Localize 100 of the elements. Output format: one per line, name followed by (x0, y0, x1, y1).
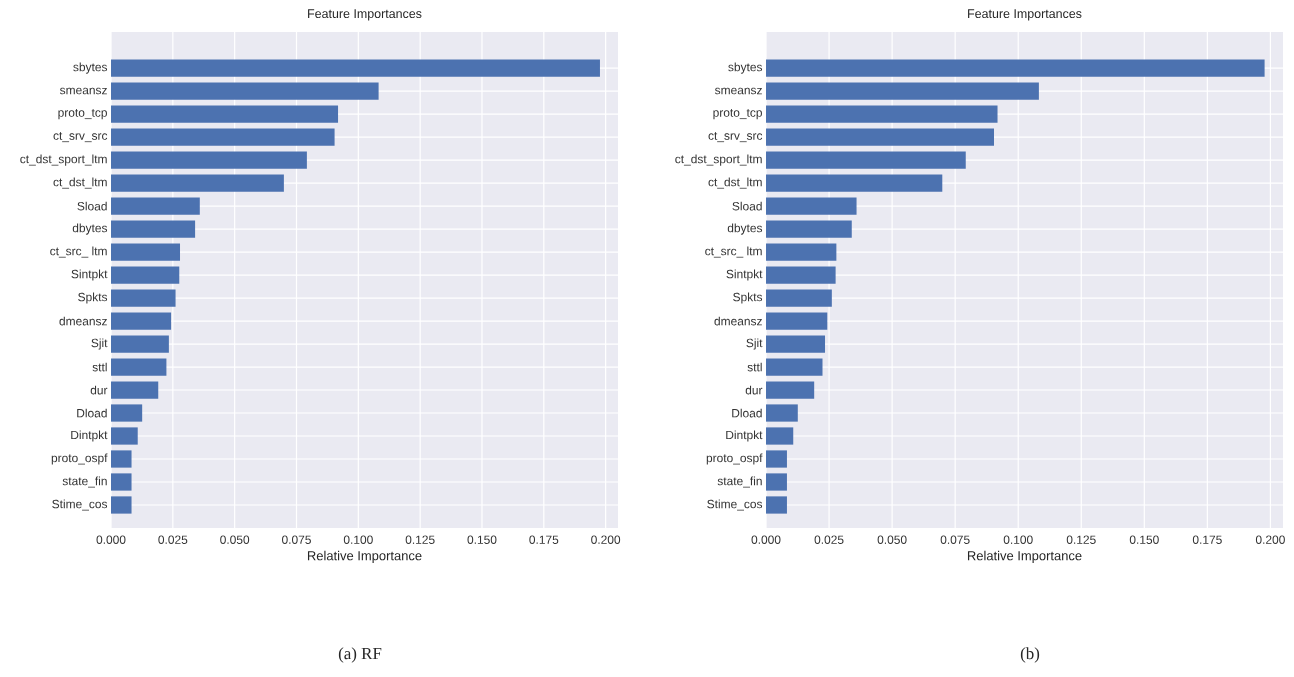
bar (766, 312, 828, 330)
bar (111, 82, 379, 100)
bar (111, 128, 335, 146)
x-tick-label: 0.150 (467, 535, 497, 544)
bar (111, 381, 159, 399)
bar (111, 105, 339, 123)
y-tick-label: Stime_cos (707, 499, 763, 511)
x-tick-label: 0.175 (1192, 535, 1222, 544)
y-tick-label: Dload (77, 408, 107, 418)
y-tick-label: sbytes (73, 62, 108, 74)
bar (111, 427, 138, 445)
bar (766, 358, 823, 376)
x-tick-label: 0.125 (405, 535, 435, 544)
bar (766, 381, 815, 399)
y-tick-label: sbytes (728, 62, 763, 74)
y-tick-label: dur (745, 385, 763, 395)
y-tick-label: Dintpkt (71, 430, 108, 442)
y-tick-label: Sload (732, 201, 762, 211)
y-tick-label: ct_src_ ltm (50, 246, 107, 258)
x-tick-label: 0.000 (751, 535, 781, 544)
y-tick-label: proto_ospf (51, 453, 108, 465)
bar (766, 174, 943, 192)
chart-title: Feature Importances (968, 9, 1082, 21)
bar (766, 473, 787, 491)
bar (111, 151, 307, 169)
x-tick-label: 0.050 (877, 535, 907, 544)
x-tick-label: 0.100 (343, 535, 373, 544)
bar (766, 128, 994, 146)
y-tick-label: dur (90, 385, 108, 395)
bar (111, 243, 181, 261)
y-tick-label: state_fin (62, 476, 107, 488)
y-tick-label: dbytes (727, 223, 763, 235)
x-axis-title: Relative Importance (967, 550, 1082, 563)
bar (111, 473, 132, 491)
y-tick-label: Dload (732, 408, 762, 418)
y-tick-label: ct_dst_ltm (708, 177, 762, 189)
bar (766, 105, 998, 123)
x-tick-label: 0.075 (282, 535, 311, 544)
y-tick-label: smeansz (59, 87, 107, 95)
y-tick-label: Sintpkt (71, 269, 108, 281)
bar (766, 289, 832, 307)
bar (766, 220, 852, 238)
y-tick-label: dbytes (72, 223, 108, 235)
bar (766, 450, 787, 468)
y-tick-label: proto_tcp (58, 108, 107, 120)
x-tick-label: 0.025 (814, 535, 844, 544)
y-tick-label: Sjit (746, 338, 763, 350)
x-tick-label: 0.025 (158, 535, 188, 544)
y-tick-label: Sjit (91, 338, 108, 350)
y-tick-label: ct_src_ ltm (705, 246, 762, 258)
x-tick-label: 0.200 (1255, 535, 1285, 544)
y-tick-label: Stime_cos (52, 499, 108, 511)
bar (111, 312, 172, 330)
bar (766, 59, 1265, 77)
bar (111, 404, 143, 422)
y-tick-label: Spkts (78, 292, 108, 304)
bar (766, 243, 837, 261)
y-tick-label: Sintpkt (726, 269, 763, 281)
y-tick-label: proto_tcp (713, 108, 762, 120)
x-tick-label: 0.150 (1129, 535, 1159, 544)
y-tick-label: ct_srv_src (53, 132, 108, 143)
bar (766, 197, 857, 215)
bar (111, 335, 169, 353)
x-tick-label: 0.000 (96, 535, 126, 544)
bar (111, 289, 176, 307)
x-tick-label: 0.200 (591, 535, 621, 544)
bar (766, 404, 798, 422)
y-tick-label: ct_dst_ltm (53, 177, 107, 189)
bar (111, 496, 132, 514)
y-tick-label: Sload (77, 201, 107, 211)
x-axis-title: Relative Importance (307, 550, 422, 563)
bar (111, 450, 132, 468)
bar (111, 266, 180, 284)
bar (766, 266, 836, 284)
y-tick-label: dmeansz (714, 316, 762, 326)
y-tick-label: Spkts (733, 292, 763, 304)
y-tick-label: dmeansz (59, 316, 107, 326)
x-tick-label: 0.075 (940, 535, 970, 544)
y-tick-label: Dintpkt (726, 430, 763, 442)
y-tick-label: smeansz (714, 87, 762, 95)
x-tick-label: 0.175 (529, 535, 559, 544)
y-tick-label: sttl (747, 362, 762, 372)
text: (b) (1020, 647, 1040, 663)
bar (111, 197, 200, 215)
y-tick-label: ct_dst_sport_ltm (20, 154, 107, 166)
bar (766, 335, 826, 353)
y-tick-label: sttl (92, 362, 107, 372)
bar (766, 496, 787, 514)
y-tick-label: ct_srv_src (708, 132, 763, 143)
x-tick-label: 0.050 (220, 535, 250, 544)
text: (a) RF (338, 647, 382, 663)
x-tick-label: 0.125 (1066, 535, 1096, 544)
y-tick-label: proto_ospf (706, 453, 763, 465)
y-tick-label: state_fin (717, 476, 762, 488)
bar (766, 427, 794, 445)
bar (111, 174, 284, 192)
chart-title: Feature Importances (308, 9, 422, 21)
bar (111, 220, 196, 238)
bar (111, 358, 167, 376)
bar (111, 59, 600, 77)
